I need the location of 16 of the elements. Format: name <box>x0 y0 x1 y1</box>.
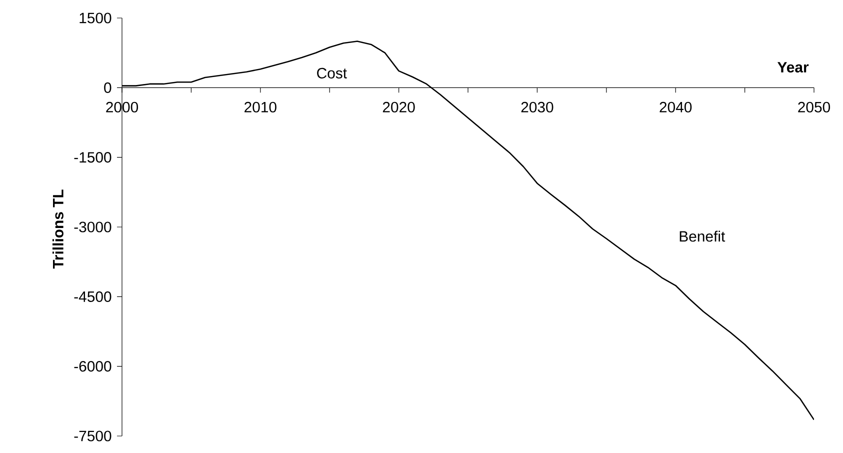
y-tick-label: -1500 <box>74 152 112 163</box>
x-axis-title: Year <box>777 62 809 72</box>
y-tick-label: -3000 <box>74 222 112 232</box>
annotation: Cost <box>317 68 347 78</box>
y-tick-label: -6000 <box>74 361 112 372</box>
y-axis-title: Trillions TL <box>52 190 64 269</box>
x-tick-label: 2010 <box>244 102 276 112</box>
y-tick-label: -4500 <box>74 291 112 302</box>
y-tick-label: -7500 <box>74 430 112 442</box>
annotation: Benefit <box>680 230 726 242</box>
y-tick-label: 0 <box>104 82 112 93</box>
x-tick-label: 2040 <box>660 102 692 112</box>
x-tick-label: 2020 <box>382 102 415 112</box>
x-tick-label: 2050 <box>798 102 830 112</box>
y-tick-label: 1500 <box>80 12 112 24</box>
x-tick-label: 2030 <box>521 102 554 112</box>
